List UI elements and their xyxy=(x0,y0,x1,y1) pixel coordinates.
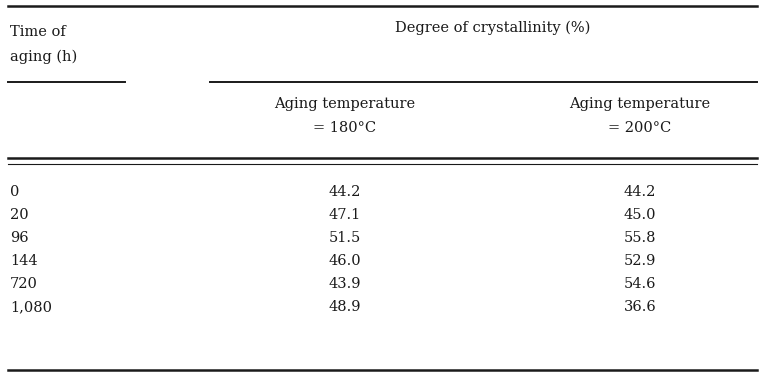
Text: Time of: Time of xyxy=(10,25,66,39)
Text: 720: 720 xyxy=(10,277,38,291)
Text: = 200°C: = 200°C xyxy=(608,121,672,135)
Text: 96: 96 xyxy=(10,231,28,245)
Text: 44.2: 44.2 xyxy=(329,185,361,199)
Text: = 180°C: = 180°C xyxy=(314,121,376,135)
Text: Aging temperature: Aging temperature xyxy=(275,97,415,111)
Text: 55.8: 55.8 xyxy=(623,231,656,245)
Text: 144: 144 xyxy=(10,254,37,268)
Text: 51.5: 51.5 xyxy=(329,231,361,245)
Text: aging (h): aging (h) xyxy=(10,50,77,64)
Text: Aging temperature: Aging temperature xyxy=(569,97,711,111)
Text: 54.6: 54.6 xyxy=(623,277,656,291)
Text: 44.2: 44.2 xyxy=(623,185,656,199)
Text: Degree of crystallinity (%): Degree of crystallinity (%) xyxy=(395,21,590,36)
Text: 46.0: 46.0 xyxy=(329,254,361,268)
Text: 47.1: 47.1 xyxy=(329,208,361,222)
Text: 48.9: 48.9 xyxy=(329,300,361,314)
Text: 36.6: 36.6 xyxy=(623,300,656,314)
Text: 1,080: 1,080 xyxy=(10,300,52,314)
Text: 45.0: 45.0 xyxy=(623,208,656,222)
Text: 43.9: 43.9 xyxy=(329,277,361,291)
Text: 20: 20 xyxy=(10,208,28,222)
Text: 52.9: 52.9 xyxy=(623,254,656,268)
Text: 0: 0 xyxy=(10,185,19,199)
